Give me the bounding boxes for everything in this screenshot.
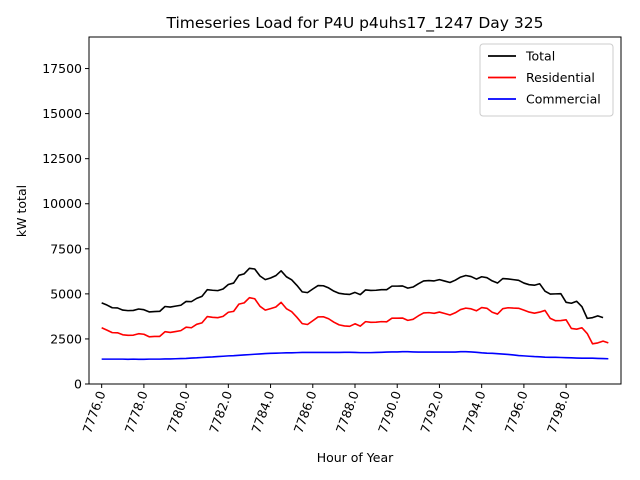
x-axis: 7776.0 7778.0 7780.0 7782.0 7784.0 7786.0 7788… — [79, 384, 573, 435]
legend-label-residential: Residential — [526, 70, 595, 85]
y-tick-label: 2500 — [50, 331, 82, 346]
legend: Total Residential Commercial — [479, 43, 614, 117]
x-tick-label: 7798.0 — [544, 389, 573, 435]
series-lines — [101, 267, 609, 361]
x-tick-label: 7776.0 — [79, 389, 108, 435]
y-tick-label: 12500 — [42, 151, 82, 166]
y-tick-label: 15000 — [42, 106, 82, 121]
x-tick-label: 7782.0 — [206, 389, 235, 435]
x-tick-label: 7778.0 — [122, 389, 151, 435]
x-tick-label: 7794.0 — [459, 389, 488, 435]
chart-title: Timeseries Load for P4U p4uhs17_1247 Day… — [166, 14, 544, 33]
y-tick-label: 10000 — [42, 196, 82, 211]
legend-box — [479, 43, 614, 117]
x-tick-label: 7796.0 — [502, 389, 531, 435]
legend-label-commercial: Commercial — [526, 92, 601, 107]
y-tick-label: 0 — [74, 377, 82, 392]
series-line-residential — [101, 296, 609, 345]
series-line-total — [101, 267, 604, 320]
y-tick-label: 17500 — [42, 61, 82, 76]
y-axis-label: kW total — [14, 185, 29, 237]
y-tick-label: 5000 — [50, 286, 82, 301]
y-tick-label: 7500 — [50, 241, 82, 256]
series-line-commercial — [101, 350, 609, 361]
x-tick-label: 7790.0 — [375, 389, 404, 435]
x-tick-label: 7786.0 — [291, 389, 320, 435]
x-tick-label: 7780.0 — [164, 389, 193, 435]
x-axis-label: Hour of Year — [317, 450, 394, 465]
legend-label-total: Total — [525, 49, 555, 64]
x-tick-label: 7784.0 — [248, 389, 277, 435]
x-tick-label: 7792.0 — [417, 389, 446, 435]
y-axis: 0 2500 5000 7500 10000 12500 15000 17500 — [42, 61, 89, 392]
x-tick-label: 7788.0 — [333, 389, 362, 435]
